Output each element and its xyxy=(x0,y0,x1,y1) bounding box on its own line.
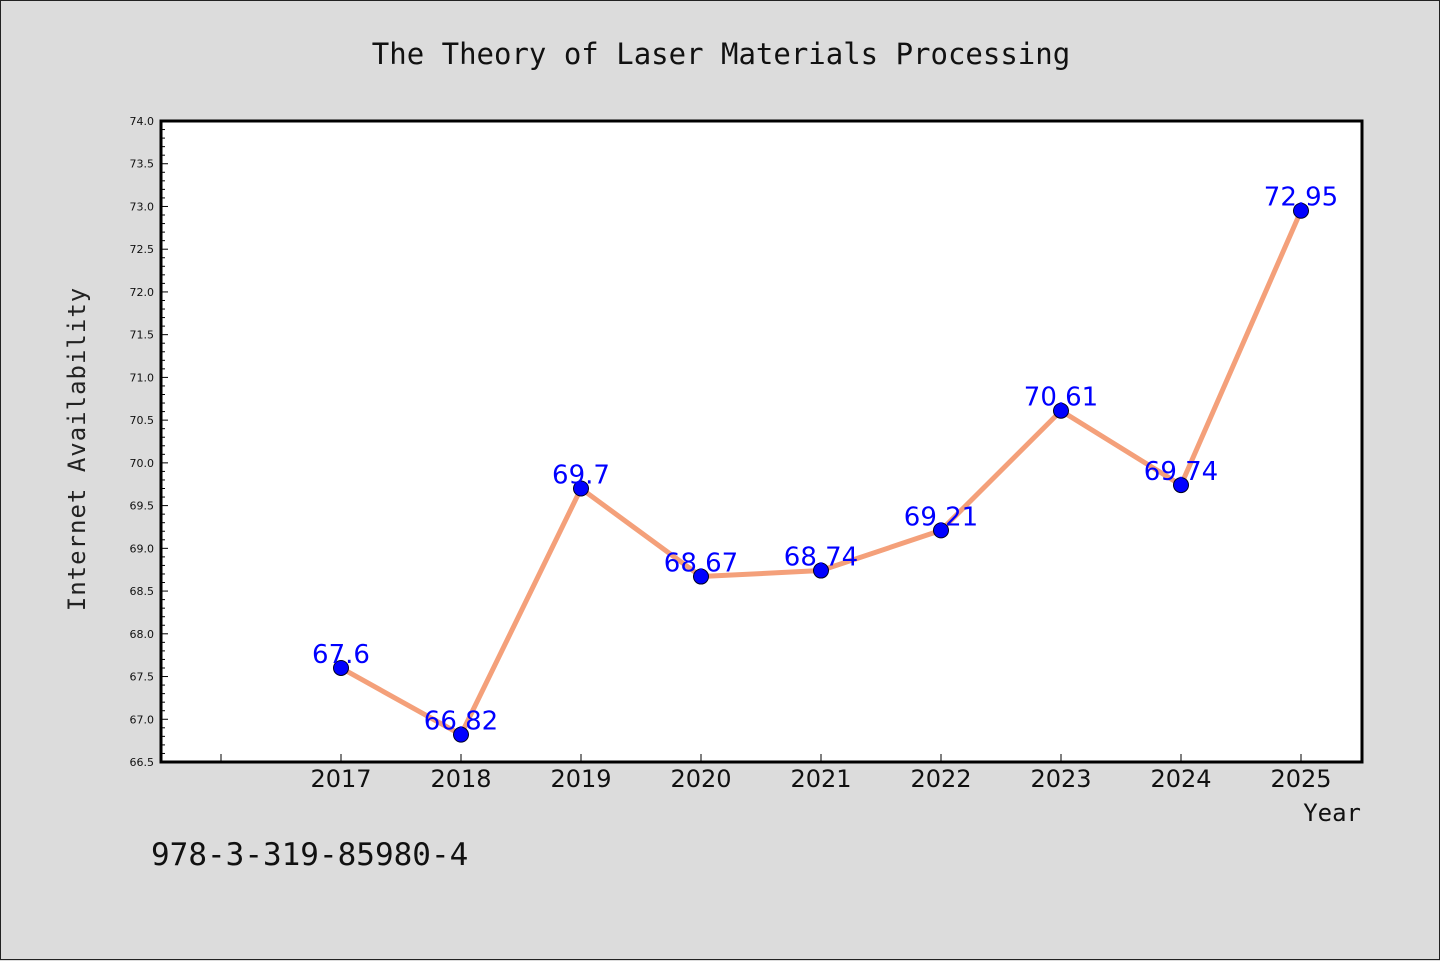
y-tick-label: 72.5 xyxy=(130,243,155,256)
y-tick-label: 71.0 xyxy=(130,371,155,384)
y-tick-label: 68.0 xyxy=(130,628,155,641)
x-tick-label: 2017 xyxy=(310,765,371,793)
data-label-2020: 68.67 xyxy=(664,549,738,579)
data-label-2022: 69.21 xyxy=(904,502,978,532)
y-tick-label: 72.0 xyxy=(130,286,155,299)
y-tick-label: 73.5 xyxy=(130,158,155,171)
y-axis: 66.5 67.0 67.5 68.0 68.5 69.0 69.5 70.0 70.5 71.0… xyxy=(130,115,168,769)
x-tick-label: 2025 xyxy=(1270,765,1331,793)
data-point-2025 xyxy=(1293,202,1309,219)
x-tick-label: 2020 xyxy=(670,765,731,793)
data-point-2024 xyxy=(1173,477,1189,494)
x-tick-label: 2019 xyxy=(550,765,611,793)
data-point-2020 xyxy=(693,568,709,585)
data-point-2018 xyxy=(453,726,469,743)
y-tick-label: 70.5 xyxy=(130,414,155,427)
y-axis-label: Internet Availability xyxy=(63,287,91,611)
y-tick-label: 67.0 xyxy=(130,713,155,726)
x-tick-label: 2018 xyxy=(430,765,491,793)
data-label-2017: 67.6 xyxy=(312,640,370,670)
data-label-2019: 69.7 xyxy=(552,461,610,491)
y-tick-label: 69.0 xyxy=(130,542,155,555)
data-label-2024: 69.74 xyxy=(1144,457,1218,487)
data-point-2017 xyxy=(333,659,349,676)
data-label-2021: 68.74 xyxy=(784,543,858,573)
y-tick-label: 74.0 xyxy=(130,115,155,128)
x-tick-label: 2024 xyxy=(1150,765,1211,793)
y-tick-label: 70.0 xyxy=(130,457,155,470)
x-tick-label: 2022 xyxy=(910,765,971,793)
y-tick-label: 69.5 xyxy=(130,500,155,513)
isbn-footer: 978-3-319-85980-4 xyxy=(151,837,468,873)
x-axis-label: Year xyxy=(1303,799,1361,827)
y-tick-label: 73.0 xyxy=(130,200,155,213)
x-tick-label: 2021 xyxy=(790,765,851,793)
data-label-2025: 72.95 xyxy=(1264,183,1338,213)
plot-area xyxy=(159,119,1364,764)
data-label-2018: 66.82 xyxy=(424,707,498,737)
chart-title: The Theory of Laser Materials Processing xyxy=(372,37,1070,71)
data-point-2019 xyxy=(573,480,589,497)
y-tick-label: 68.5 xyxy=(130,585,155,598)
data-label-2023: 70.61 xyxy=(1024,383,1098,413)
y-tick-label: 67.5 xyxy=(130,671,155,684)
x-tick-label: 2023 xyxy=(1030,765,1091,793)
data-point-2022 xyxy=(933,522,949,539)
data-point-2021 xyxy=(813,562,829,579)
x-axis: 2017 2018 2019 2020 2021 2022 2023 2024 2025 xyxy=(220,754,1332,793)
series-group: 67.6 66.82 69.7 68.67 68.74 69.21 70.61 69.74 72… xyxy=(312,183,1338,743)
y-tick-label: 66.5 xyxy=(130,756,155,769)
data-point-2023 xyxy=(1053,402,1069,419)
y-tick-label: 71.5 xyxy=(130,329,155,342)
